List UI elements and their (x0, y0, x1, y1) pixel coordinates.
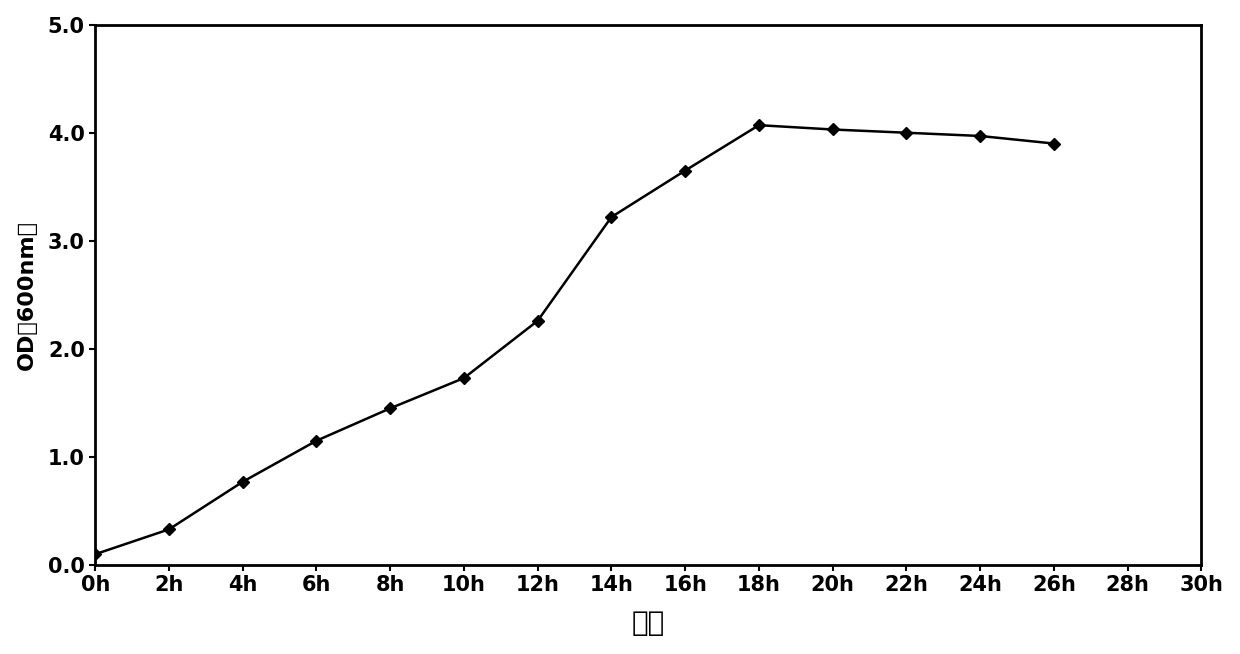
X-axis label: 时间: 时间 (631, 610, 665, 638)
Y-axis label: OD（600nm）: OD（600nm） (16, 220, 37, 370)
